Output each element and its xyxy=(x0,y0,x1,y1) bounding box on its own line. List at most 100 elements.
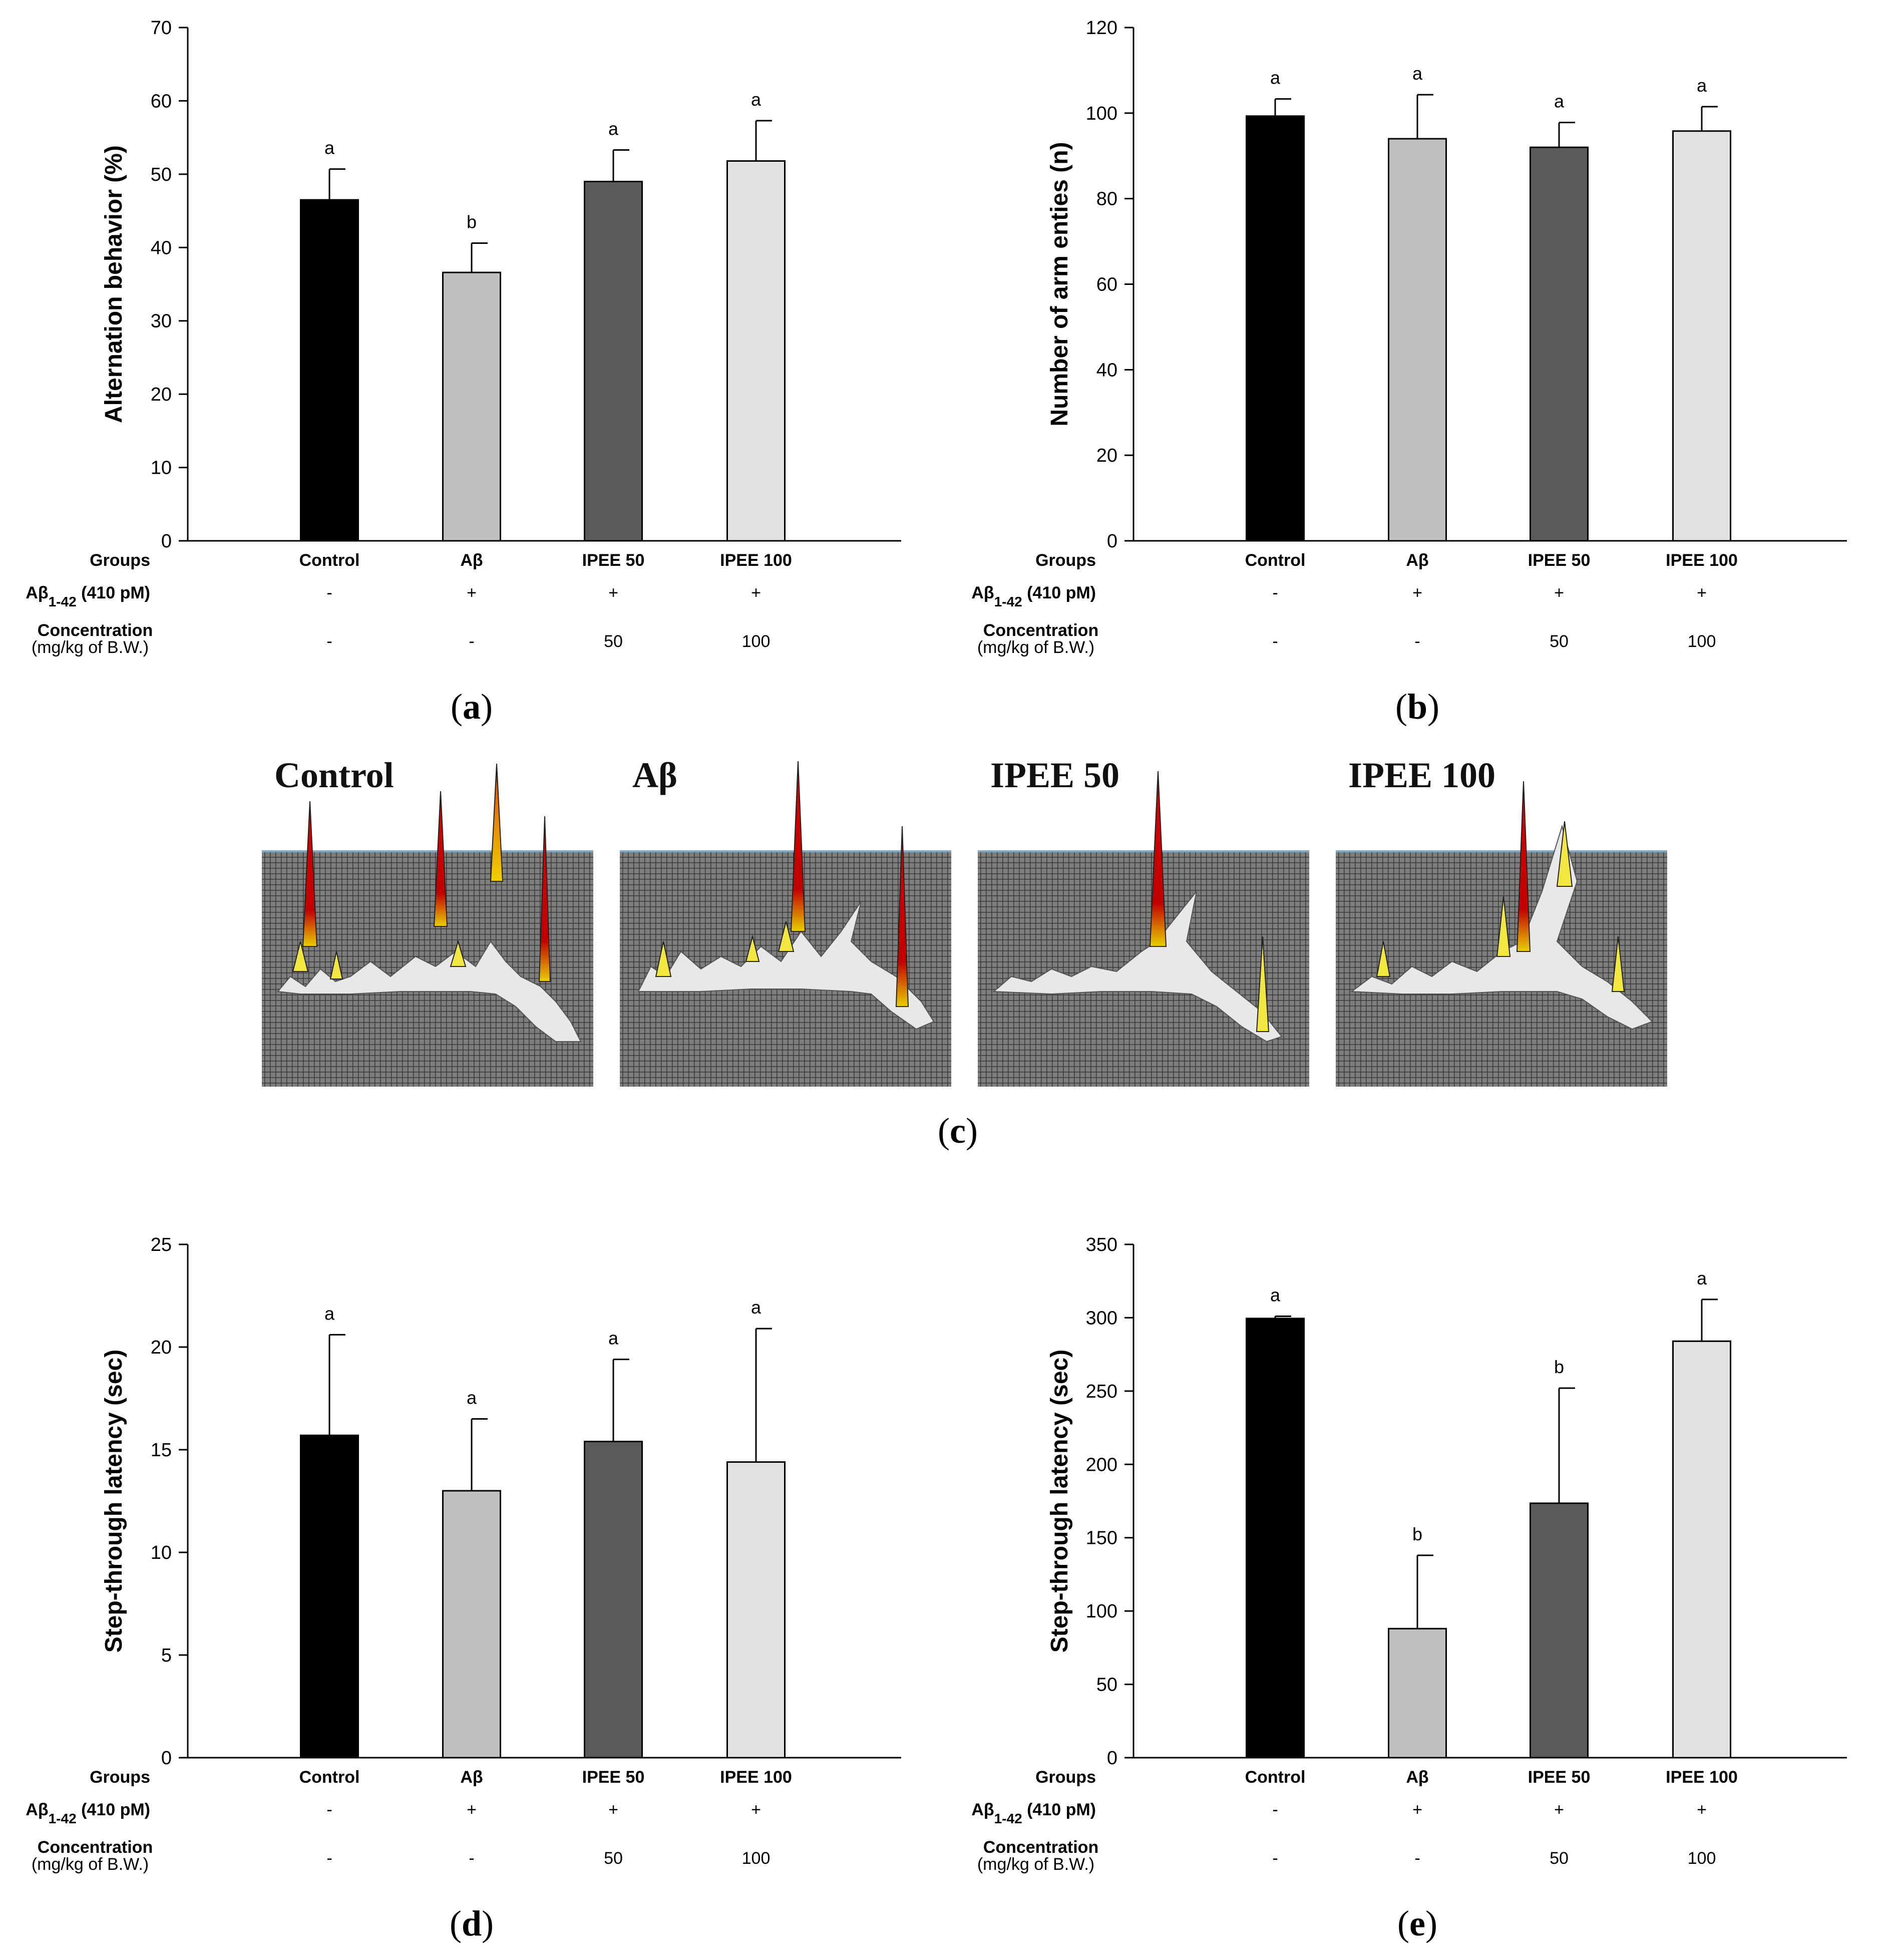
activity-map-abeta: Aβ xyxy=(620,755,951,1087)
y-tick-label: 50 xyxy=(151,164,172,185)
concentration-value: 100 xyxy=(742,632,771,651)
y-tick-label: 10 xyxy=(151,1542,172,1563)
caption-c: (c) xyxy=(938,1111,978,1151)
significance-letter: b xyxy=(467,212,477,232)
bar xyxy=(442,1490,501,1759)
y-tick-label: 0 xyxy=(1107,531,1117,552)
y-axis-label: Alternation behavior (%) xyxy=(101,145,127,423)
y-tick-label: 350 xyxy=(1086,1234,1117,1255)
row-label-concentration-unit: (mg/kg of B.W.) xyxy=(32,638,149,657)
significance-letter: a xyxy=(324,1303,335,1324)
row-label-groups: Groups xyxy=(1035,551,1096,570)
group-name: Aβ xyxy=(460,1768,483,1787)
group-name: Control xyxy=(1245,551,1306,570)
significance-letter: b xyxy=(1412,1524,1422,1544)
y-tick-label: 40 xyxy=(1096,360,1117,381)
group-name: IPEE 100 xyxy=(1666,551,1738,570)
abeta-flag: + xyxy=(1554,583,1564,602)
bar xyxy=(584,181,643,542)
panel-caption: (b) xyxy=(1395,687,1439,727)
row-label-concentration-unit: (mg/kg of B.W.) xyxy=(977,638,1094,657)
y-tick-label: 60 xyxy=(151,91,172,112)
concentration-value: 100 xyxy=(1688,632,1716,651)
significance-letter: a xyxy=(1554,91,1565,112)
concentration-value: 50 xyxy=(1550,632,1569,651)
y-tick-label: 50 xyxy=(1096,1675,1117,1696)
row-label-abeta: Aβ1-42 (410 pM) xyxy=(26,583,150,609)
significance-letter: a xyxy=(1697,75,1707,96)
y-tick-label: 30 xyxy=(151,311,172,332)
significance-letter: a xyxy=(1697,1268,1707,1288)
activity-map-ipee50: IPEE 50 xyxy=(978,755,1309,1087)
abeta-flag: + xyxy=(608,583,618,602)
group-name: Control xyxy=(1245,1768,1306,1787)
group-name: IPEE 50 xyxy=(1528,1768,1591,1787)
row-label-abeta: Aβ1-42 (410 pM) xyxy=(971,583,1096,609)
row-label-concentration: Concentration xyxy=(38,621,153,640)
map-title: IPEE 100 xyxy=(1348,755,1495,795)
group-name: IPEE 100 xyxy=(1666,1768,1738,1787)
activity-map-ipee100: IPEE 100 xyxy=(1336,755,1667,1087)
row-label-concentration: Concentration xyxy=(983,621,1098,640)
significance-letter: a xyxy=(1270,68,1281,88)
concentration-value: - xyxy=(326,632,332,651)
y-tick-label: 80 xyxy=(1096,189,1117,210)
significance-letter: a xyxy=(1412,63,1423,84)
abeta-flag: + xyxy=(1412,1800,1422,1819)
panel-caption: (d) xyxy=(450,1903,494,1943)
y-tick-label: 0 xyxy=(161,531,172,552)
map-title: Aβ xyxy=(632,755,677,795)
concentration-value: 100 xyxy=(742,1849,771,1868)
y-tick-label: 100 xyxy=(1086,1601,1117,1622)
y-tick-label: 100 xyxy=(1086,103,1117,124)
panel-caption: (e) xyxy=(1397,1903,1437,1943)
bar xyxy=(300,1434,359,1759)
group-name: Aβ xyxy=(460,551,483,570)
panel-caption: (a) xyxy=(451,687,493,727)
chart-panel-a: 0 10 20 30 40 50 60 70 Alternation behavior (%) a… xyxy=(26,18,901,727)
significance-letter: a xyxy=(608,1328,619,1349)
bar xyxy=(1388,138,1447,542)
row-label-groups: Groups xyxy=(1035,1768,1096,1787)
activity-map-panel: Control Aβ IPEE 50 IPEE 100 xyxy=(262,755,1667,1151)
row-label-concentration-unit: (mg/kg of B.W.) xyxy=(977,1855,1094,1874)
concentration-value: - xyxy=(1272,1849,1278,1868)
group-name: Aβ xyxy=(1406,1768,1428,1787)
chart-panel-d: 0 5 10 15 20 25 Step-through latency (sec) a a a a… xyxy=(26,1234,901,1943)
y-axis-label: Step-through latency (sec) xyxy=(101,1350,127,1653)
bar xyxy=(726,160,786,542)
bar xyxy=(726,1461,786,1759)
group-name: IPEE 100 xyxy=(720,1768,792,1787)
concentration-value: - xyxy=(1414,632,1420,651)
concentration-value: - xyxy=(326,1849,332,1868)
significance-letter: a xyxy=(751,1297,762,1318)
map-title: IPEE 50 xyxy=(990,755,1119,795)
concentration-value: 50 xyxy=(1550,1849,1569,1868)
row-label-concentration: Concentration xyxy=(983,1838,1098,1857)
y-axis-label: Number of arm enties (n) xyxy=(1046,142,1073,426)
row-label-abeta: Aβ1-42 (410 pM) xyxy=(971,1800,1096,1826)
bar xyxy=(1388,1627,1447,1759)
abeta-flag: + xyxy=(751,583,761,602)
abeta-flag: + xyxy=(751,1800,761,1819)
y-tick-label: 20 xyxy=(1096,445,1117,466)
abeta-flag: + xyxy=(1554,1800,1564,1819)
row-label-concentration: Concentration xyxy=(38,1838,153,1857)
group-name: IPEE 100 xyxy=(720,551,792,570)
activity-map-control: Control xyxy=(262,755,593,1087)
group-name: IPEE 50 xyxy=(582,1768,645,1787)
y-tick-label: 300 xyxy=(1086,1308,1117,1329)
significance-letter: a xyxy=(324,138,335,158)
significance-letter: a xyxy=(751,89,762,110)
y-tick-label: 20 xyxy=(151,1337,172,1358)
bar xyxy=(1530,146,1589,542)
group-name: Control xyxy=(299,551,360,570)
bar xyxy=(1246,115,1305,542)
y-tick-label: 120 xyxy=(1086,18,1117,39)
bar xyxy=(300,199,359,542)
y-tick-label: 0 xyxy=(1107,1748,1117,1769)
group-name: Control xyxy=(299,1768,360,1787)
abeta-flag: - xyxy=(1272,1800,1278,1819)
group-name: Aβ xyxy=(1406,551,1428,570)
y-tick-label: 60 xyxy=(1096,274,1117,295)
